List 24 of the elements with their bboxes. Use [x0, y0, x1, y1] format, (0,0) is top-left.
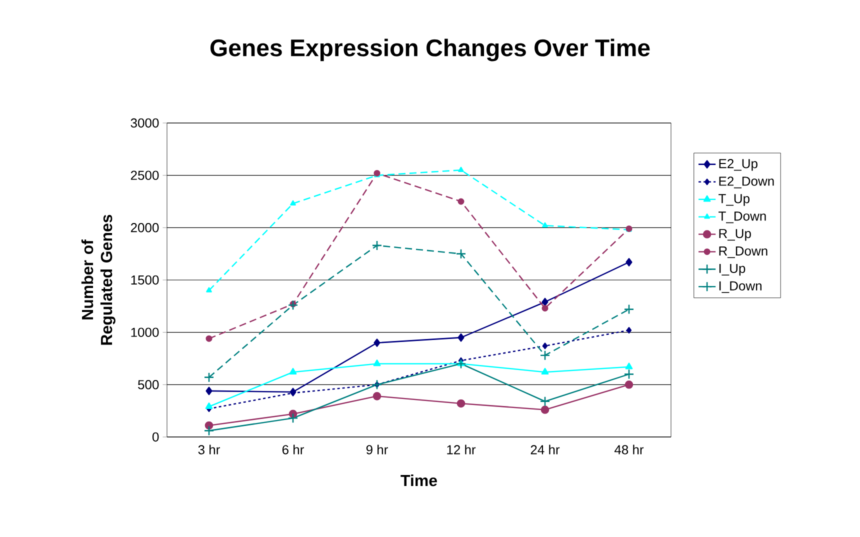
- x-tick-label: 24 hr: [530, 444, 560, 454]
- legend-label: R_Up: [719, 229, 751, 241]
- x-tick-label: 9 hr: [366, 444, 388, 454]
- y-axis-title: Number of Regulated Genes: [81, 214, 116, 345]
- x-tick-label: 3 hr: [198, 444, 220, 454]
- legend-label: E2_Up: [719, 159, 758, 171]
- x-axis-title: Time: [400, 474, 437, 486]
- y-tick-label: 1500: [131, 275, 159, 285]
- chart-title: Genes Expression Changes Over Time: [210, 38, 650, 62]
- legend-label: I_Up: [719, 264, 746, 276]
- legend-label: I_Down: [719, 281, 762, 293]
- y-tick-label: 0: [152, 432, 159, 442]
- y-tick-label: 2000: [130, 223, 159, 232]
- legend-label: E2_Down: [719, 176, 774, 188]
- x-tick-label: 48 hr: [614, 444, 644, 454]
- y-tick-label: 1000: [131, 328, 159, 337]
- y-tick-label: 3000: [130, 118, 159, 128]
- y-tick-label: 500: [138, 380, 159, 390]
- x-tick-label: 12 hr: [447, 444, 476, 454]
- legend-label: R_Down: [719, 246, 768, 258]
- x-tick-label: 6 hr: [282, 444, 304, 454]
- legend-label: T_Up: [718, 194, 750, 206]
- y-tick-label: 2500: [130, 170, 159, 180]
- legend-label: T_Down: [718, 212, 766, 224]
